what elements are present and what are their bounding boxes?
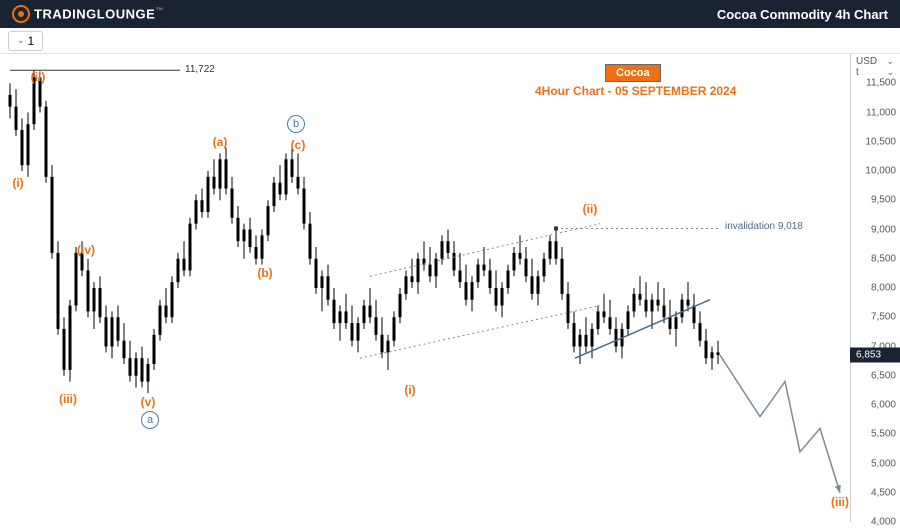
wave-label: (b): [257, 266, 272, 280]
wave-label: (iii): [831, 495, 849, 509]
wave-label: (c): [291, 138, 306, 152]
axis-tick: 4,000: [871, 517, 896, 528]
wave-label: (iv): [77, 243, 95, 257]
axis-tick: 8,000: [871, 283, 896, 294]
axis-tick: 11,500: [866, 78, 896, 89]
chart-svg: [0, 54, 850, 522]
chart-subtitle: 4Hour Chart - 05 SEPTEMBER 2024: [535, 84, 736, 98]
invalidation-label: invalidation 9,018: [725, 221, 803, 232]
wave-label: (ii): [583, 202, 598, 216]
wave-label: (iii): [59, 392, 77, 406]
axis-tick: 4,500: [871, 487, 896, 498]
wave-label: (i): [404, 383, 415, 397]
axis-tick: 5,500: [871, 429, 896, 440]
high-line-value: 11,722: [185, 64, 215, 75]
current-price-tag: 6,853: [850, 348, 900, 363]
axis-unit[interactable]: USD⌄ t⌄: [850, 54, 900, 80]
header-bar: TRADINGLOUNGE™ Cocoa Commodity 4h Chart: [0, 0, 900, 28]
axis-tick: 7,500: [871, 312, 896, 323]
axis-tick: 11,000: [866, 107, 896, 118]
wave-label-circled: a: [141, 411, 159, 429]
timeframe-label: 1: [28, 34, 35, 48]
axis-tick: 9,500: [871, 195, 896, 206]
axis-tick: 8,500: [871, 253, 896, 264]
logo-text: TRADINGLOUNGE™: [34, 6, 164, 21]
logo-icon: [12, 5, 30, 23]
wave-label: (i): [12, 176, 23, 190]
axis-tick: 10,500: [865, 136, 896, 147]
toolbar: ⌄ 1: [0, 28, 900, 54]
wave-label-circled: b: [287, 115, 305, 133]
logo: TRADINGLOUNGE™: [12, 5, 164, 23]
chevron-down-icon: ⌄: [17, 35, 25, 46]
wave-label: (ii): [31, 70, 46, 84]
axis-tick: 9,000: [871, 224, 896, 235]
chart-title: Cocoa Commodity 4h Chart: [717, 7, 888, 22]
plot-region[interactable]: Cocoa 4Hour Chart - 05 SEPTEMBER 2024 11…: [0, 54, 850, 522]
price-axis: USD⌄ t⌄ 11,500 11,000 10,500 10,000 9,500 9,0…: [850, 54, 900, 522]
axis-tick: 6,500: [871, 370, 896, 381]
axis-tick: 6,000: [871, 400, 896, 411]
axis-tick: 5,000: [871, 458, 896, 469]
axis-tick: 10,000: [865, 166, 896, 177]
wave-label: (a): [213, 135, 228, 149]
symbol-badge: Cocoa: [605, 64, 661, 82]
timeframe-selector[interactable]: ⌄ 1: [8, 31, 43, 51]
chart-area: Cocoa 4Hour Chart - 05 SEPTEMBER 2024 11…: [0, 54, 900, 522]
wave-label: (v): [141, 395, 156, 409]
